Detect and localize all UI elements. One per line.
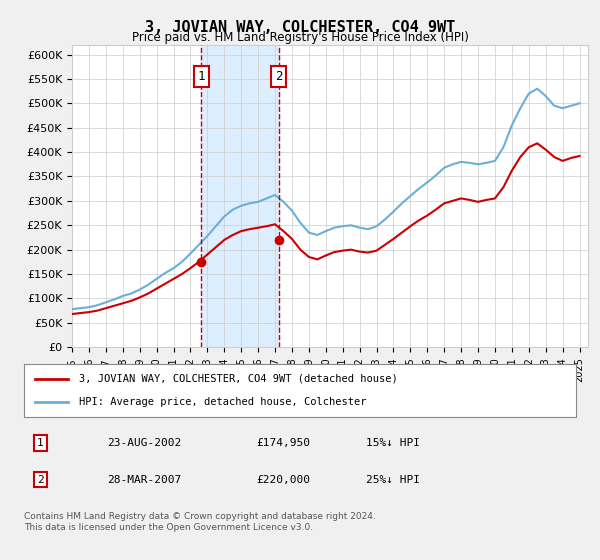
Text: 25%↓ HPI: 25%↓ HPI [366, 475, 420, 484]
Text: 2: 2 [37, 475, 44, 484]
Text: 3, JOVIAN WAY, COLCHESTER, CO4 9WT (detached house): 3, JOVIAN WAY, COLCHESTER, CO4 9WT (deta… [79, 374, 398, 384]
Text: HPI: Average price, detached house, Colchester: HPI: Average price, detached house, Colc… [79, 397, 367, 407]
Text: 28-MAR-2007: 28-MAR-2007 [107, 475, 181, 484]
Text: 1: 1 [37, 438, 44, 448]
Text: 3, JOVIAN WAY, COLCHESTER, CO4 9WT: 3, JOVIAN WAY, COLCHESTER, CO4 9WT [145, 20, 455, 35]
Text: £174,950: £174,950 [256, 438, 310, 448]
Text: Contains HM Land Registry data © Crown copyright and database right 2024.
This d: Contains HM Land Registry data © Crown c… [24, 512, 376, 532]
Text: 1: 1 [197, 70, 205, 83]
Text: Price paid vs. HM Land Registry's House Price Index (HPI): Price paid vs. HM Land Registry's House … [131, 31, 469, 44]
Text: £220,000: £220,000 [256, 475, 310, 484]
Text: 23-AUG-2002: 23-AUG-2002 [107, 438, 181, 448]
Text: 15%↓ HPI: 15%↓ HPI [366, 438, 420, 448]
Bar [202, 45, 279, 347]
Text: 2: 2 [275, 70, 283, 83]
